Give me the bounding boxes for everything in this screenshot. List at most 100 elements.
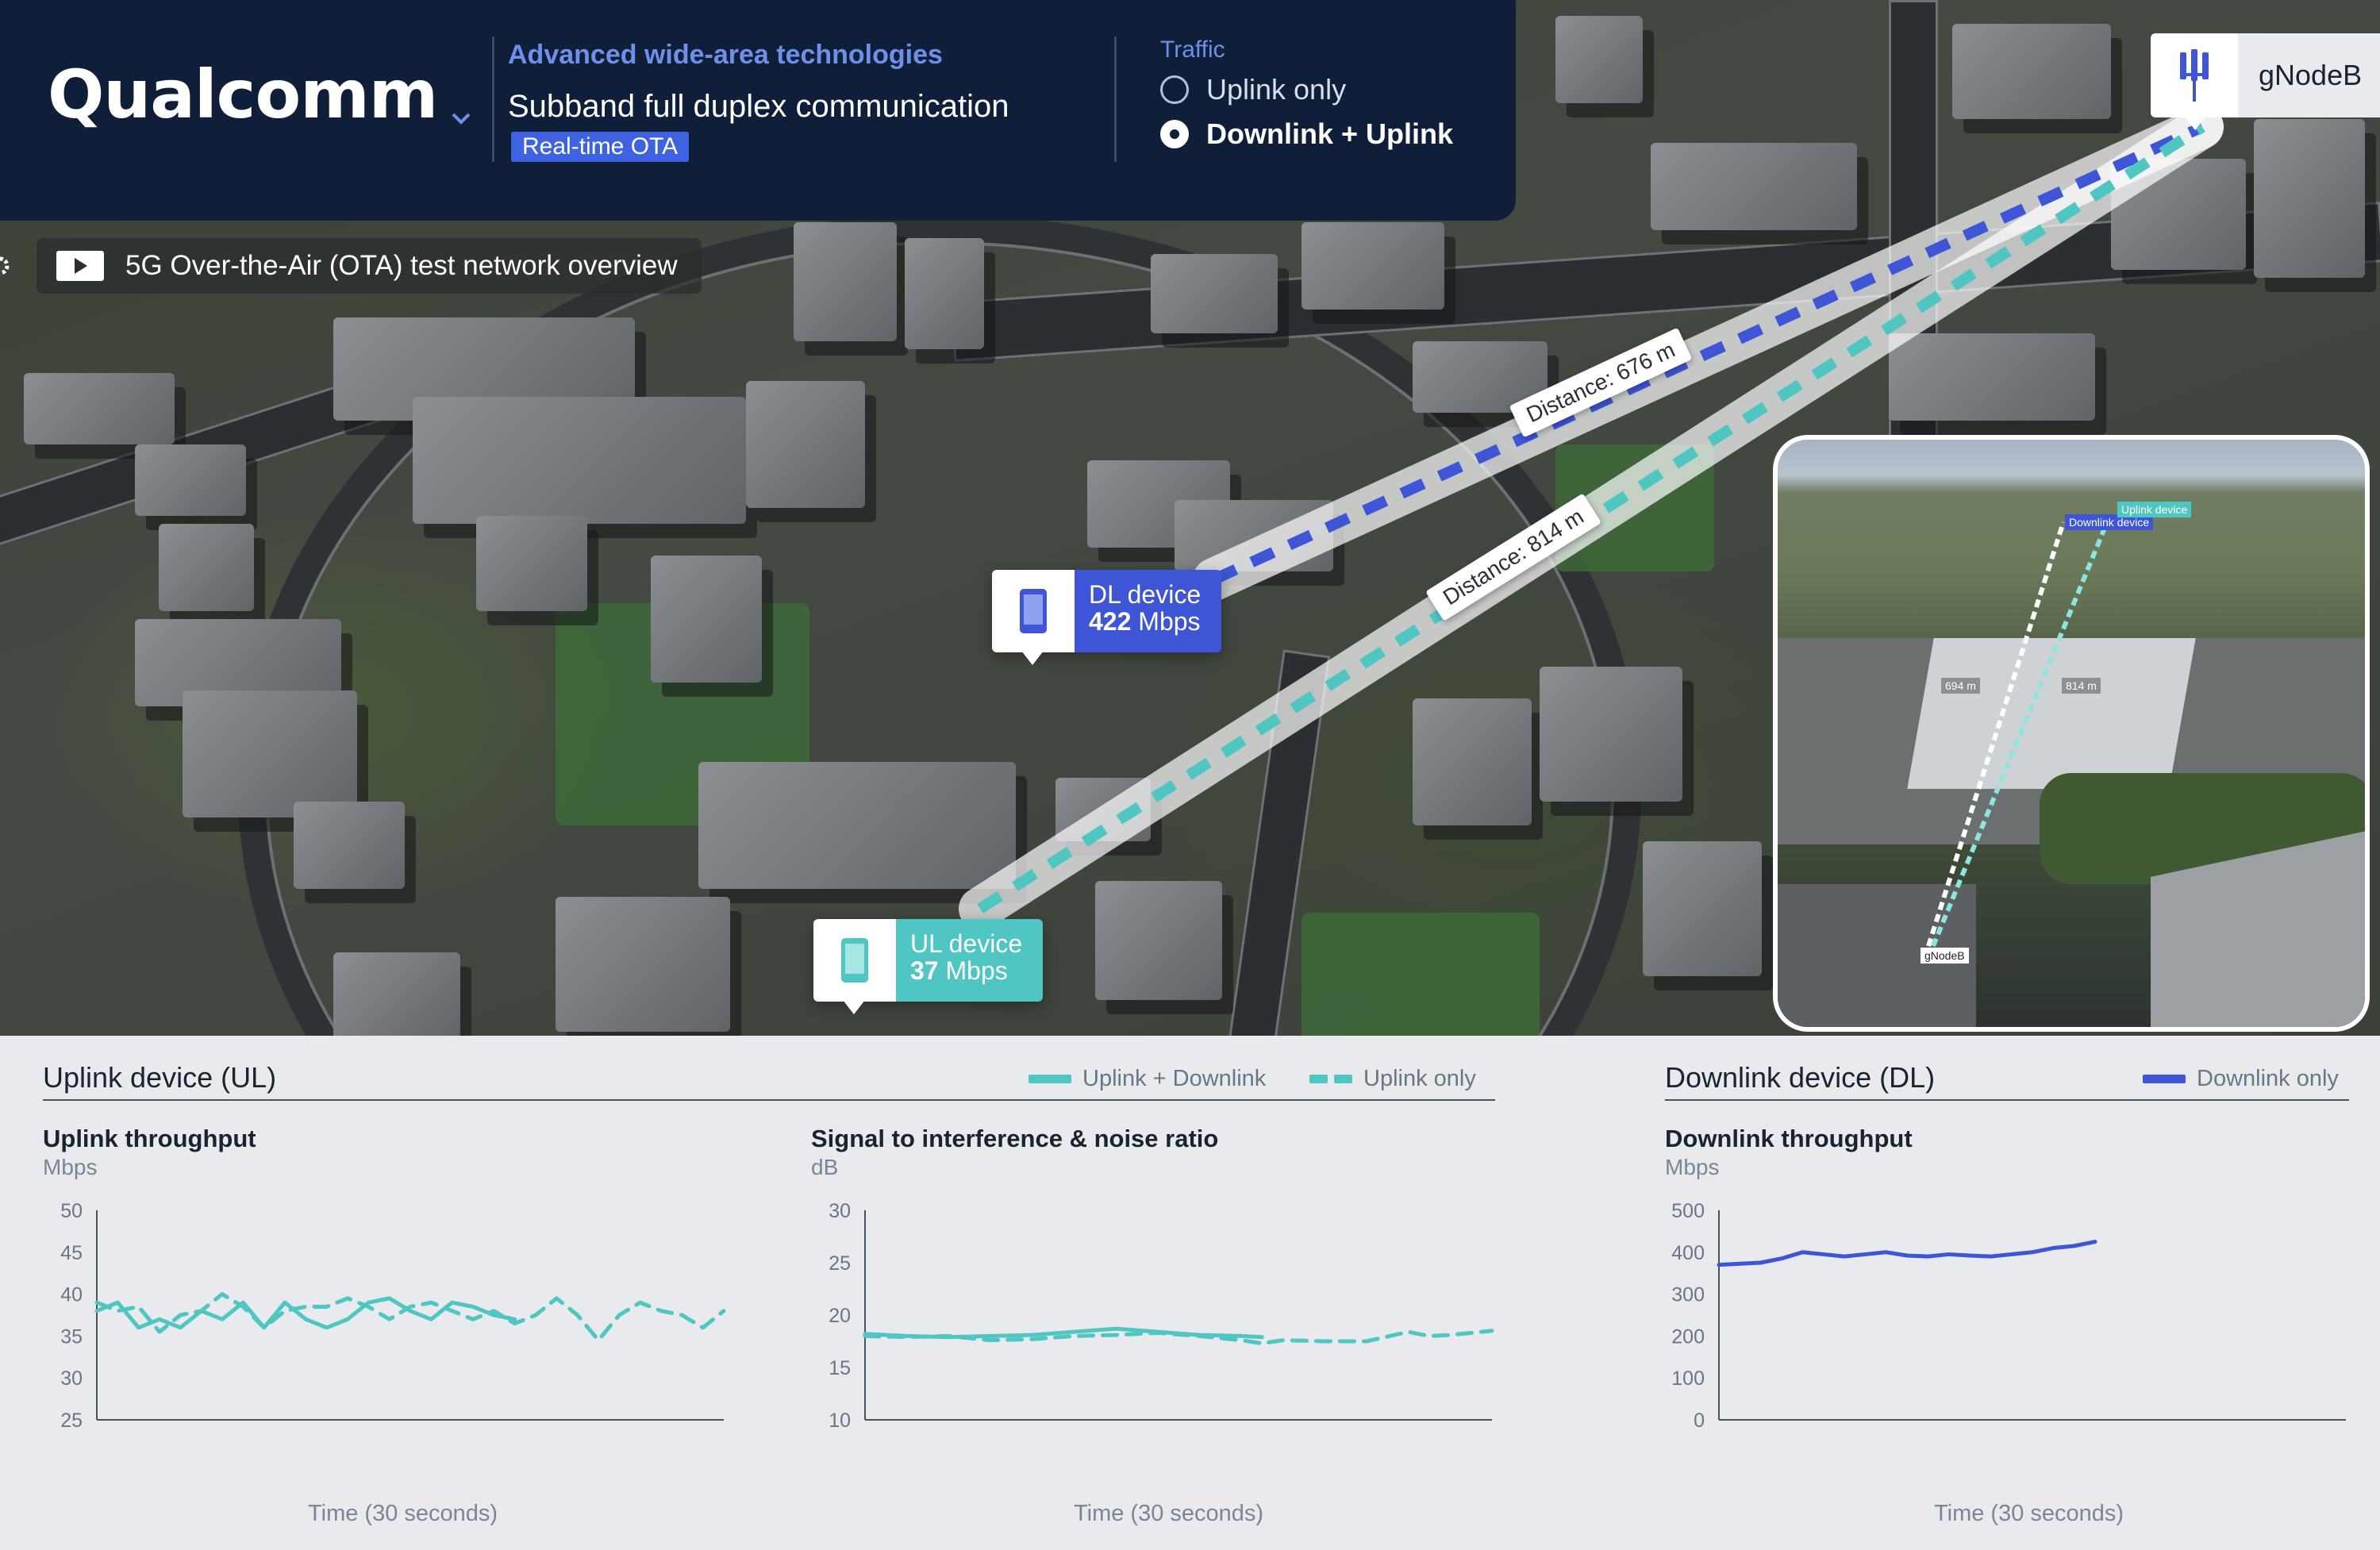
building (135, 444, 246, 516)
dl-link (1212, 121, 2205, 585)
legend-swatch-dashed (1309, 1075, 1352, 1083)
series-line-uplink-only (94, 1292, 726, 1343)
series-line-uplink-only (863, 1329, 1494, 1346)
y-tick-label: 15 (829, 1357, 851, 1379)
legend-label: Uplink only (1363, 1066, 1476, 1091)
chevron-down-icon[interactable] (451, 108, 471, 129)
play-icon (56, 251, 104, 281)
uplink-throughput-chart: 50 45 40 35 30 25 (60, 1202, 726, 1432)
dl-device-pointer (1021, 651, 1044, 665)
y-tick-label: 25 (829, 1252, 851, 1275)
traffic-option-label: Downlink + Uplink (1206, 117, 1454, 150)
sinr-chart: 30 25 20 15 10 (829, 1202, 1494, 1432)
legend-label: Downlink only (2197, 1066, 2339, 1091)
header-divider (1114, 37, 1117, 162)
gear-icon[interactable] (0, 254, 14, 278)
photo-links (1926, 511, 2113, 948)
building (698, 762, 1016, 889)
building (413, 397, 746, 524)
y-tick-label: 0 (1694, 1410, 1705, 1432)
y-tick-label: 500 (1671, 1202, 1705, 1222)
phone-icon (992, 570, 1075, 652)
building (476, 516, 587, 611)
y-tick-label: 400 (1671, 1242, 1705, 1264)
ul-device-value: 37 (910, 956, 939, 985)
green-area (1302, 913, 1540, 1036)
legend-swatch-solid (2143, 1075, 2186, 1083)
building (159, 524, 254, 611)
building (24, 373, 175, 444)
dl-device-value: 422 (1089, 607, 1132, 636)
gnodeb-label[interactable]: gNodeB (2151, 33, 2380, 117)
building (1540, 667, 1682, 802)
antenna-tower-icon (2151, 33, 2238, 117)
y-tick-label: 200 (1671, 1325, 1705, 1348)
y-tick-label: 25 (60, 1410, 83, 1432)
building (2254, 119, 2365, 278)
header-panel: Qualcomm Advanced wide-area technologies… (0, 0, 1516, 221)
traffic-option-uplink-only[interactable]: Uplink only (1160, 73, 1346, 106)
x-axis-label: Time (30 seconds) (1074, 1501, 1264, 1526)
legend-downlink-only: Downlink only (2143, 1066, 2339, 1092)
downlink-section-title: Downlink device (DL) (1665, 1061, 1936, 1094)
building (556, 897, 730, 1032)
x-axis-label: Time (30 seconds) (1934, 1501, 2124, 1526)
building (1952, 24, 2111, 119)
y-tick-label: 30 (829, 1202, 851, 1222)
legend-uplink-downlink: Uplink + Downlink (1029, 1066, 1266, 1092)
y-tick-label: 35 (60, 1325, 83, 1348)
building (1643, 841, 1762, 976)
y-tick-label: 40 (60, 1284, 83, 1306)
feature-title[interactable]: Subband full duplex communication (508, 89, 1009, 124)
building (794, 222, 897, 341)
dl-device-label[interactable]: DL device 422 Mbps (992, 570, 1222, 652)
video-overview-button[interactable]: 5G Over-the-Air (OTA) test network overv… (37, 238, 702, 294)
building (1151, 254, 1278, 333)
ul-link (977, 122, 2205, 913)
radio-button[interactable] (1160, 75, 1189, 104)
radio-button[interactable] (1160, 120, 1189, 148)
dl-device-name: DL device (1089, 580, 1202, 609)
traffic-title: Traffic (1160, 37, 1225, 63)
header-divider (492, 37, 494, 162)
phone-icon (813, 919, 896, 1002)
y-tick-label: 300 (1671, 1284, 1705, 1306)
downlink-throughput-chart: 500 400 300 200 100 0 (1671, 1202, 2346, 1432)
building (1095, 881, 1222, 1000)
uplink-section-rule (43, 1099, 1495, 1101)
chart-title: Downlink throughput (1665, 1125, 1913, 1152)
y-tick-label: 100 (1671, 1367, 1705, 1390)
metrics-panel: Uplink device (UL) Uplink + Downlink Upl… (0, 1036, 2380, 1550)
photo-tag-gnodeb: gNodeB (1921, 948, 1969, 963)
aerial-photo-inset[interactable]: Downlink device Uplink device 694 m 814 … (1773, 435, 2370, 1032)
photo-tag-ul: Uplink device (2117, 502, 2192, 517)
series-line-downlink-only (1717, 1240, 2097, 1267)
building (1413, 698, 1532, 825)
photo-tag-dl: Downlink device (2065, 514, 2154, 530)
building (333, 952, 460, 1036)
uplink-section-title: Uplink device (UL) (43, 1061, 277, 1094)
ul-device-pointer (843, 1000, 865, 1014)
building (1889, 333, 2095, 421)
photo-distance-dl: 694 m (1941, 678, 1980, 694)
ul-device-unit: Mbps (945, 956, 1008, 985)
traffic-option-downlink-uplink[interactable]: Downlink + Uplink (1160, 117, 1453, 151)
y-tick-label: 45 (60, 1242, 83, 1264)
building (746, 381, 865, 508)
building (1302, 222, 1444, 310)
qualcomm-logo: Qualcomm (48, 56, 438, 133)
chart-title: Uplink throughput (43, 1125, 256, 1152)
x-axis-label: Time (30 seconds) (308, 1501, 498, 1526)
header-subtitle: Advanced wide-area technologies (508, 40, 943, 70)
ul-device-label[interactable]: UL device 37 Mbps (813, 919, 1044, 1002)
building (651, 556, 762, 683)
building (1651, 143, 1857, 230)
building (1555, 16, 1643, 103)
building (294, 802, 405, 889)
y-tick-label: 50 (60, 1202, 83, 1222)
chart-unit: dB (811, 1155, 839, 1179)
legend-swatch-solid (1029, 1075, 1071, 1083)
chart-title: Signal to interference & noise ratio (811, 1125, 1219, 1152)
downlink-section-rule (1665, 1099, 2349, 1101)
gnodeb-name: gNodeB (2238, 33, 2380, 117)
